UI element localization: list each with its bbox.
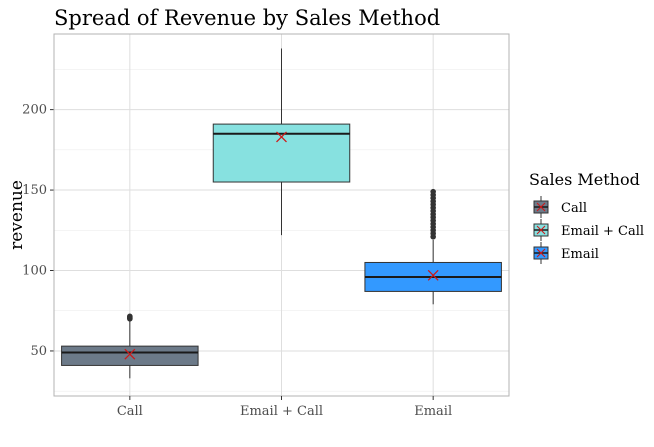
- plot-area: 50 100 150 200 Call Email + Call Email: [22, 33, 510, 419]
- y-tick-label: 50: [30, 344, 47, 359]
- legend-item-email-call: Email + Call: [533, 219, 644, 241]
- outlier-point: [430, 188, 436, 195]
- outlier-point: [127, 313, 133, 320]
- legend-label: Email + Call: [561, 224, 644, 239]
- x-tick-label: Email + Call: [240, 404, 323, 419]
- legend: Sales Method Call Email + Call Email: [529, 170, 644, 264]
- y-axis-label: revenue: [7, 180, 27, 250]
- x-tick-label: Call: [117, 404, 143, 419]
- legend-label: Call: [561, 201, 587, 216]
- x-tick-label: Email: [414, 404, 452, 419]
- chart-title: Spread of Revenue by Sales Method: [54, 6, 440, 30]
- box-call: [61, 313, 199, 379]
- mean-marker: [427, 269, 439, 281]
- mean-marker: [276, 131, 287, 143]
- box-email: [364, 188, 502, 305]
- y-tick-label: 150: [22, 183, 47, 198]
- legend-key-mean: [536, 225, 546, 235]
- mean-marker: [124, 348, 136, 360]
- legend-key-mean: [536, 202, 546, 212]
- legend-item-email: Email: [533, 242, 599, 264]
- y-tick-label: 100: [22, 264, 47, 279]
- box-body: [61, 345, 199, 366]
- box-email-call: [212, 48, 351, 236]
- y-tick-label: 200: [22, 103, 47, 118]
- legend-key-mean: [536, 248, 546, 258]
- legend-item-call: Call: [533, 196, 587, 218]
- legend-label: Email: [561, 247, 599, 262]
- legend-title: Sales Method: [529, 170, 640, 189]
